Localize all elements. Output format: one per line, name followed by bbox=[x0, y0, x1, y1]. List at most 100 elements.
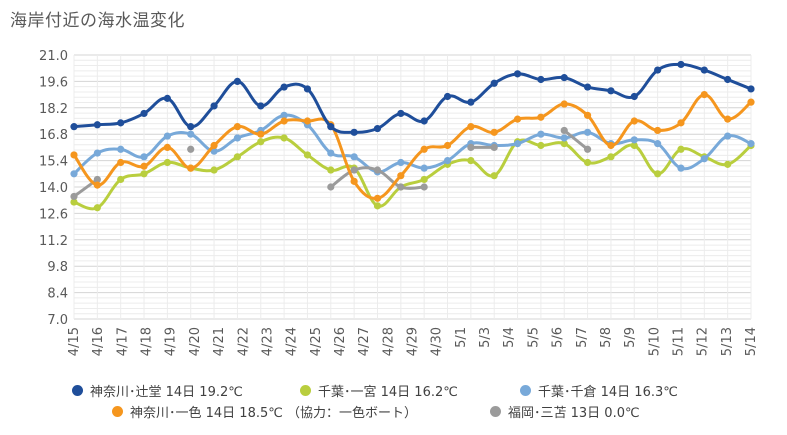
chart-title: 海岸付近の海水温変化 bbox=[10, 11, 185, 31]
data-point bbox=[280, 83, 288, 91]
y-tick-label: 9.8 bbox=[47, 260, 68, 275]
data-point bbox=[607, 141, 615, 150]
x-tick-label: 4/23 bbox=[260, 327, 275, 356]
data-point bbox=[163, 143, 171, 151]
data-point bbox=[443, 141, 452, 150]
data-point bbox=[257, 102, 265, 110]
series-line bbox=[72, 62, 753, 134]
legend-marker bbox=[112, 406, 123, 417]
data-point bbox=[140, 153, 148, 161]
x-tick-label: 4/18 bbox=[140, 327, 155, 356]
data-point bbox=[93, 149, 101, 157]
y-tick-label: 16.8 bbox=[39, 128, 68, 143]
data-point bbox=[490, 143, 498, 151]
data-point bbox=[350, 166, 358, 174]
legend-marker bbox=[520, 385, 531, 396]
data-point bbox=[187, 145, 195, 153]
data-point bbox=[210, 141, 218, 150]
x-tick-label: 5/11 bbox=[671, 327, 686, 356]
x-tick-label: 4/25 bbox=[309, 327, 324, 356]
x-tick-label: 5/10 bbox=[647, 327, 662, 356]
data-point bbox=[117, 119, 125, 127]
x-axis-ticks: 4/15 4/16 4/17 4/18 4/19 4/20 4/21 4/22 4/23 4/24… bbox=[67, 327, 759, 356]
data-point bbox=[583, 128, 592, 136]
data-point bbox=[513, 70, 522, 78]
data-point bbox=[700, 155, 708, 163]
data-point bbox=[560, 134, 568, 142]
data-point bbox=[397, 183, 405, 191]
data-point bbox=[280, 111, 288, 119]
data-point bbox=[630, 92, 638, 101]
legend: 神奈川･辻堂 14日 19.2℃ 千葉･一宮 14日 16.2℃ 千葉･千倉 1… bbox=[0, 376, 787, 432]
data-point bbox=[327, 166, 335, 174]
data-point bbox=[163, 158, 171, 167]
x-tick-label: 4/26 bbox=[333, 327, 348, 356]
x-tick-label: 4/22 bbox=[236, 327, 251, 356]
x-tick-label: 4/30 bbox=[430, 327, 445, 356]
data-point bbox=[583, 158, 592, 167]
data-point bbox=[257, 130, 265, 138]
data-point bbox=[233, 153, 242, 161]
legend-item-ichinomiya[interactable]: 千葉･一宮 14日 16.2℃ bbox=[300, 381, 458, 400]
legend-item-chikura[interactable]: 千葉･千倉 14日 16.3℃ bbox=[520, 381, 678, 400]
x-tick-label: 4/24 bbox=[285, 327, 300, 356]
x-tick-label: 5/5 bbox=[526, 327, 541, 348]
data-point bbox=[654, 170, 662, 178]
data-point bbox=[467, 143, 475, 151]
x-tick-label: 4/28 bbox=[381, 327, 396, 356]
data-point bbox=[490, 172, 498, 180]
legend-item-tsujido[interactable]: 神奈川･辻堂 14日 19.2℃ bbox=[72, 381, 243, 400]
data-point bbox=[187, 123, 195, 131]
data-point bbox=[327, 149, 335, 157]
legend-item-isshiki[interactable]: 神奈川･一色 14日 18.5℃ （協力：一色ボート） bbox=[112, 402, 417, 421]
data-point bbox=[747, 85, 755, 93]
legend-marker bbox=[300, 385, 311, 396]
data-point bbox=[93, 204, 101, 212]
x-tick-label: 4/20 bbox=[188, 327, 203, 356]
series-3 bbox=[70, 91, 755, 202]
data-point bbox=[373, 194, 382, 202]
data-point bbox=[677, 145, 685, 153]
legend-marker bbox=[490, 406, 501, 417]
data-point bbox=[397, 109, 405, 118]
data-point bbox=[350, 128, 358, 136]
x-tick-label: 5/3 bbox=[478, 327, 493, 348]
data-point bbox=[443, 157, 452, 165]
x-tick-label: 5/4 bbox=[502, 327, 517, 348]
data-point bbox=[490, 128, 498, 136]
data-point bbox=[654, 140, 662, 148]
data-point bbox=[93, 181, 101, 189]
data-point bbox=[70, 123, 78, 131]
data-point bbox=[724, 75, 732, 84]
data-point bbox=[210, 166, 218, 174]
data-point bbox=[583, 111, 592, 119]
data-point bbox=[607, 153, 615, 161]
legend-label: 福岡･三苫 13日 0.0℃ bbox=[508, 406, 640, 421]
x-tick-label: 4/29 bbox=[406, 327, 421, 356]
data-point bbox=[163, 132, 171, 140]
data-point bbox=[140, 170, 148, 178]
data-point bbox=[583, 145, 592, 153]
data-point bbox=[303, 151, 312, 159]
data-point bbox=[233, 123, 242, 131]
y-tick-label: 12.6 bbox=[39, 207, 68, 222]
legend-label: 神奈川･一色 14日 18.5℃ （協力：一色ボート） bbox=[130, 406, 417, 421]
data-point bbox=[490, 79, 498, 87]
x-tick-label: 4/21 bbox=[212, 327, 227, 356]
data-point bbox=[654, 126, 662, 135]
y-tick-label: 7.0 bbox=[47, 313, 68, 328]
data-point bbox=[187, 130, 195, 138]
y-tick-label: 11.2 bbox=[39, 234, 68, 249]
y-tick-label: 21.0 bbox=[39, 49, 68, 64]
x-tick-label: 4/15 bbox=[67, 327, 82, 356]
data-point bbox=[93, 121, 101, 129]
data-point bbox=[747, 140, 755, 148]
legend-item-mitoma[interactable]: 福岡･三苫 13日 0.0℃ bbox=[490, 402, 640, 421]
data-point bbox=[93, 175, 101, 184]
x-tick-label: 5/13 bbox=[720, 327, 735, 356]
data-point bbox=[677, 60, 685, 69]
data-point bbox=[70, 170, 78, 178]
data-point bbox=[700, 91, 708, 99]
x-tick-label: 4/17 bbox=[115, 327, 130, 356]
legend-label: 千葉･一宮 14日 16.2℃ bbox=[318, 385, 458, 400]
